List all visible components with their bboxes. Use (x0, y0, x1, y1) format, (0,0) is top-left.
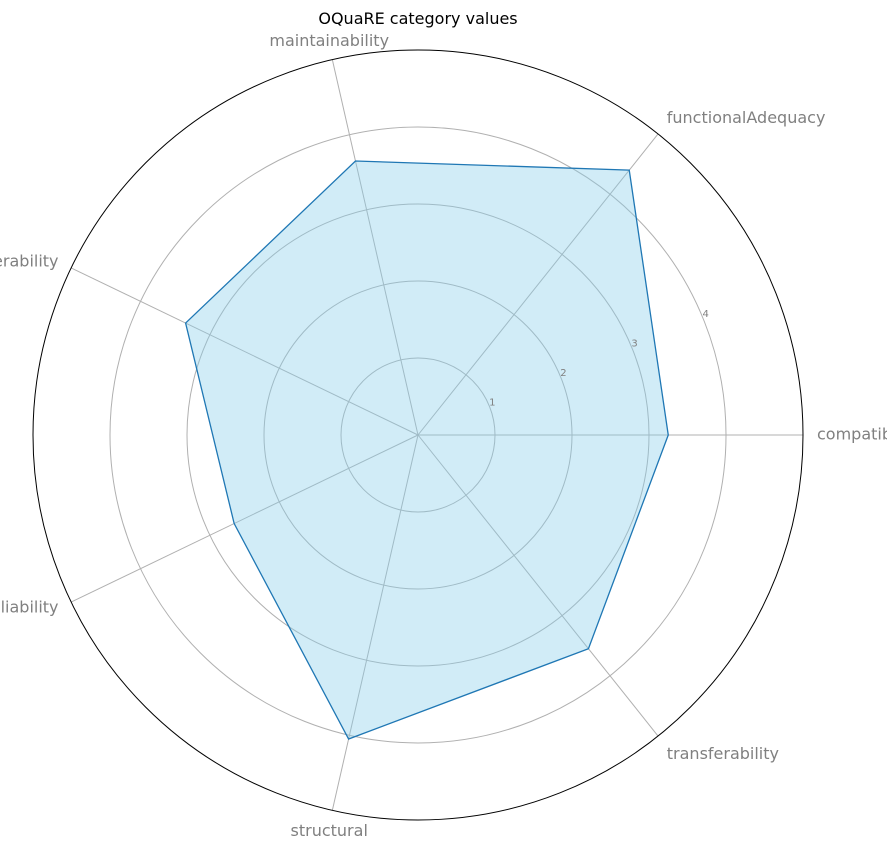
spoke-structural (331, 434, 419, 811)
r-tick-label-3: 3 (631, 339, 637, 350)
spoke-functionalAdequacy (417, 133, 659, 436)
spoke-transferability (417, 434, 659, 737)
chart-title: OQuaRE category values (318, 9, 517, 28)
axis-label-maintainability: maintainability (269, 31, 389, 50)
r-tick-label-1: 1 (489, 398, 495, 409)
axis-label-transferability: transferability (667, 744, 779, 763)
spoke-reliability (70, 434, 419, 603)
axis-label-functionalAdequacy: functionalAdequacy (667, 108, 826, 127)
radial-tick-labels: 1 2 3 4 (489, 309, 709, 408)
axis-labels: compatibility functionalAdequacy maintaina… (0, 31, 887, 840)
axis-label-operability: operability (0, 251, 59, 270)
grid (32, 49, 804, 821)
outer-frame (32, 49, 804, 821)
spoke-operability (70, 267, 419, 436)
axis-label-reliability: reliability (0, 598, 59, 617)
series-line (184, 160, 669, 740)
r-tick-label-4: 4 (703, 309, 709, 320)
series-layer (184, 160, 669, 740)
axis-label-structural: structural (291, 821, 368, 840)
series-fill (185, 161, 669, 740)
axis-label-compatibility: compatibility (817, 425, 887, 444)
r-tick-label-2: 2 (560, 368, 566, 379)
spoke-maintainability (331, 59, 419, 436)
